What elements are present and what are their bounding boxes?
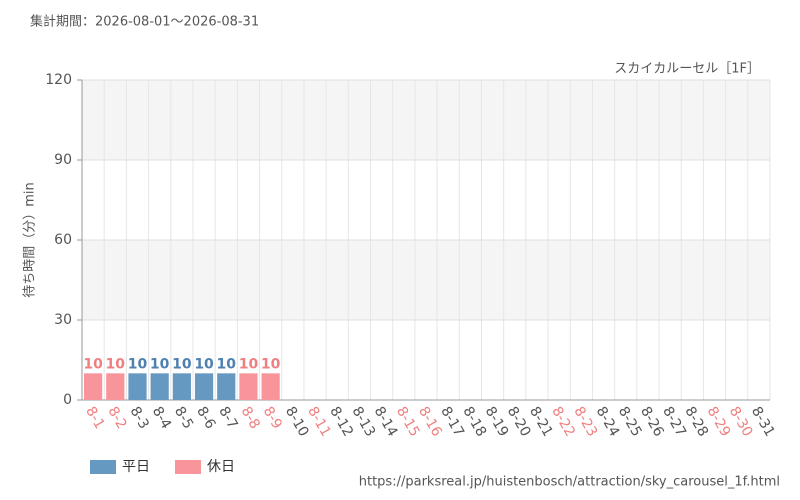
bar [106,373,125,400]
x-tick-label: 8-31 [748,404,778,440]
value-label: 10 [261,356,281,372]
plot-band [82,160,770,240]
value-label: 10 [83,356,103,372]
x-tick-label: 8-4 [149,404,174,432]
legend-label: 休日 [207,459,235,475]
y-tick-label: 120 [45,72,72,88]
y-axis-label: 待ち時間（分）min [23,182,38,298]
bar [239,373,258,400]
value-label: 10 [172,356,192,372]
x-tick-label: 8-8 [238,404,263,432]
x-tick-label: 8-3 [127,404,152,432]
legend-swatch [90,460,116,474]
bar [194,373,214,400]
chart-title: 集計期間：2026-08-01～2026-08-31 [30,14,259,30]
plot-band [82,240,770,320]
value-label: 10 [106,356,126,372]
legend-label: 平日 [122,459,150,475]
x-tick-label: 8-7 [215,404,240,432]
chart-subtitle: スカイカルーセル［1F］ [614,62,760,77]
x-tick-label: 8-6 [193,404,218,432]
source-url: https://parksreal.jp/huistenbosch/attrac… [359,475,780,490]
x-tick-label: 8-5 [171,404,196,432]
y-tick-label: 0 [63,392,72,408]
y-tick-label: 30 [54,312,72,328]
bar [172,373,191,400]
legend-swatch [175,460,201,474]
x-tick-label: 8-1 [82,404,107,432]
x-tick-label: 8-9 [260,404,285,432]
value-label: 10 [217,356,237,372]
value-label: 10 [150,356,170,372]
value-label: 10 [194,356,214,372]
bar [84,373,103,400]
bar [150,373,169,400]
bar [217,373,236,400]
value-label: 10 [128,356,148,372]
y-tick-label: 60 [54,232,72,248]
x-tick-label: 8-2 [104,404,129,432]
bar [128,373,147,400]
plot-band [82,80,770,160]
bar [261,373,280,400]
y-tick-label: 90 [54,152,72,168]
value-label: 10 [239,356,259,372]
